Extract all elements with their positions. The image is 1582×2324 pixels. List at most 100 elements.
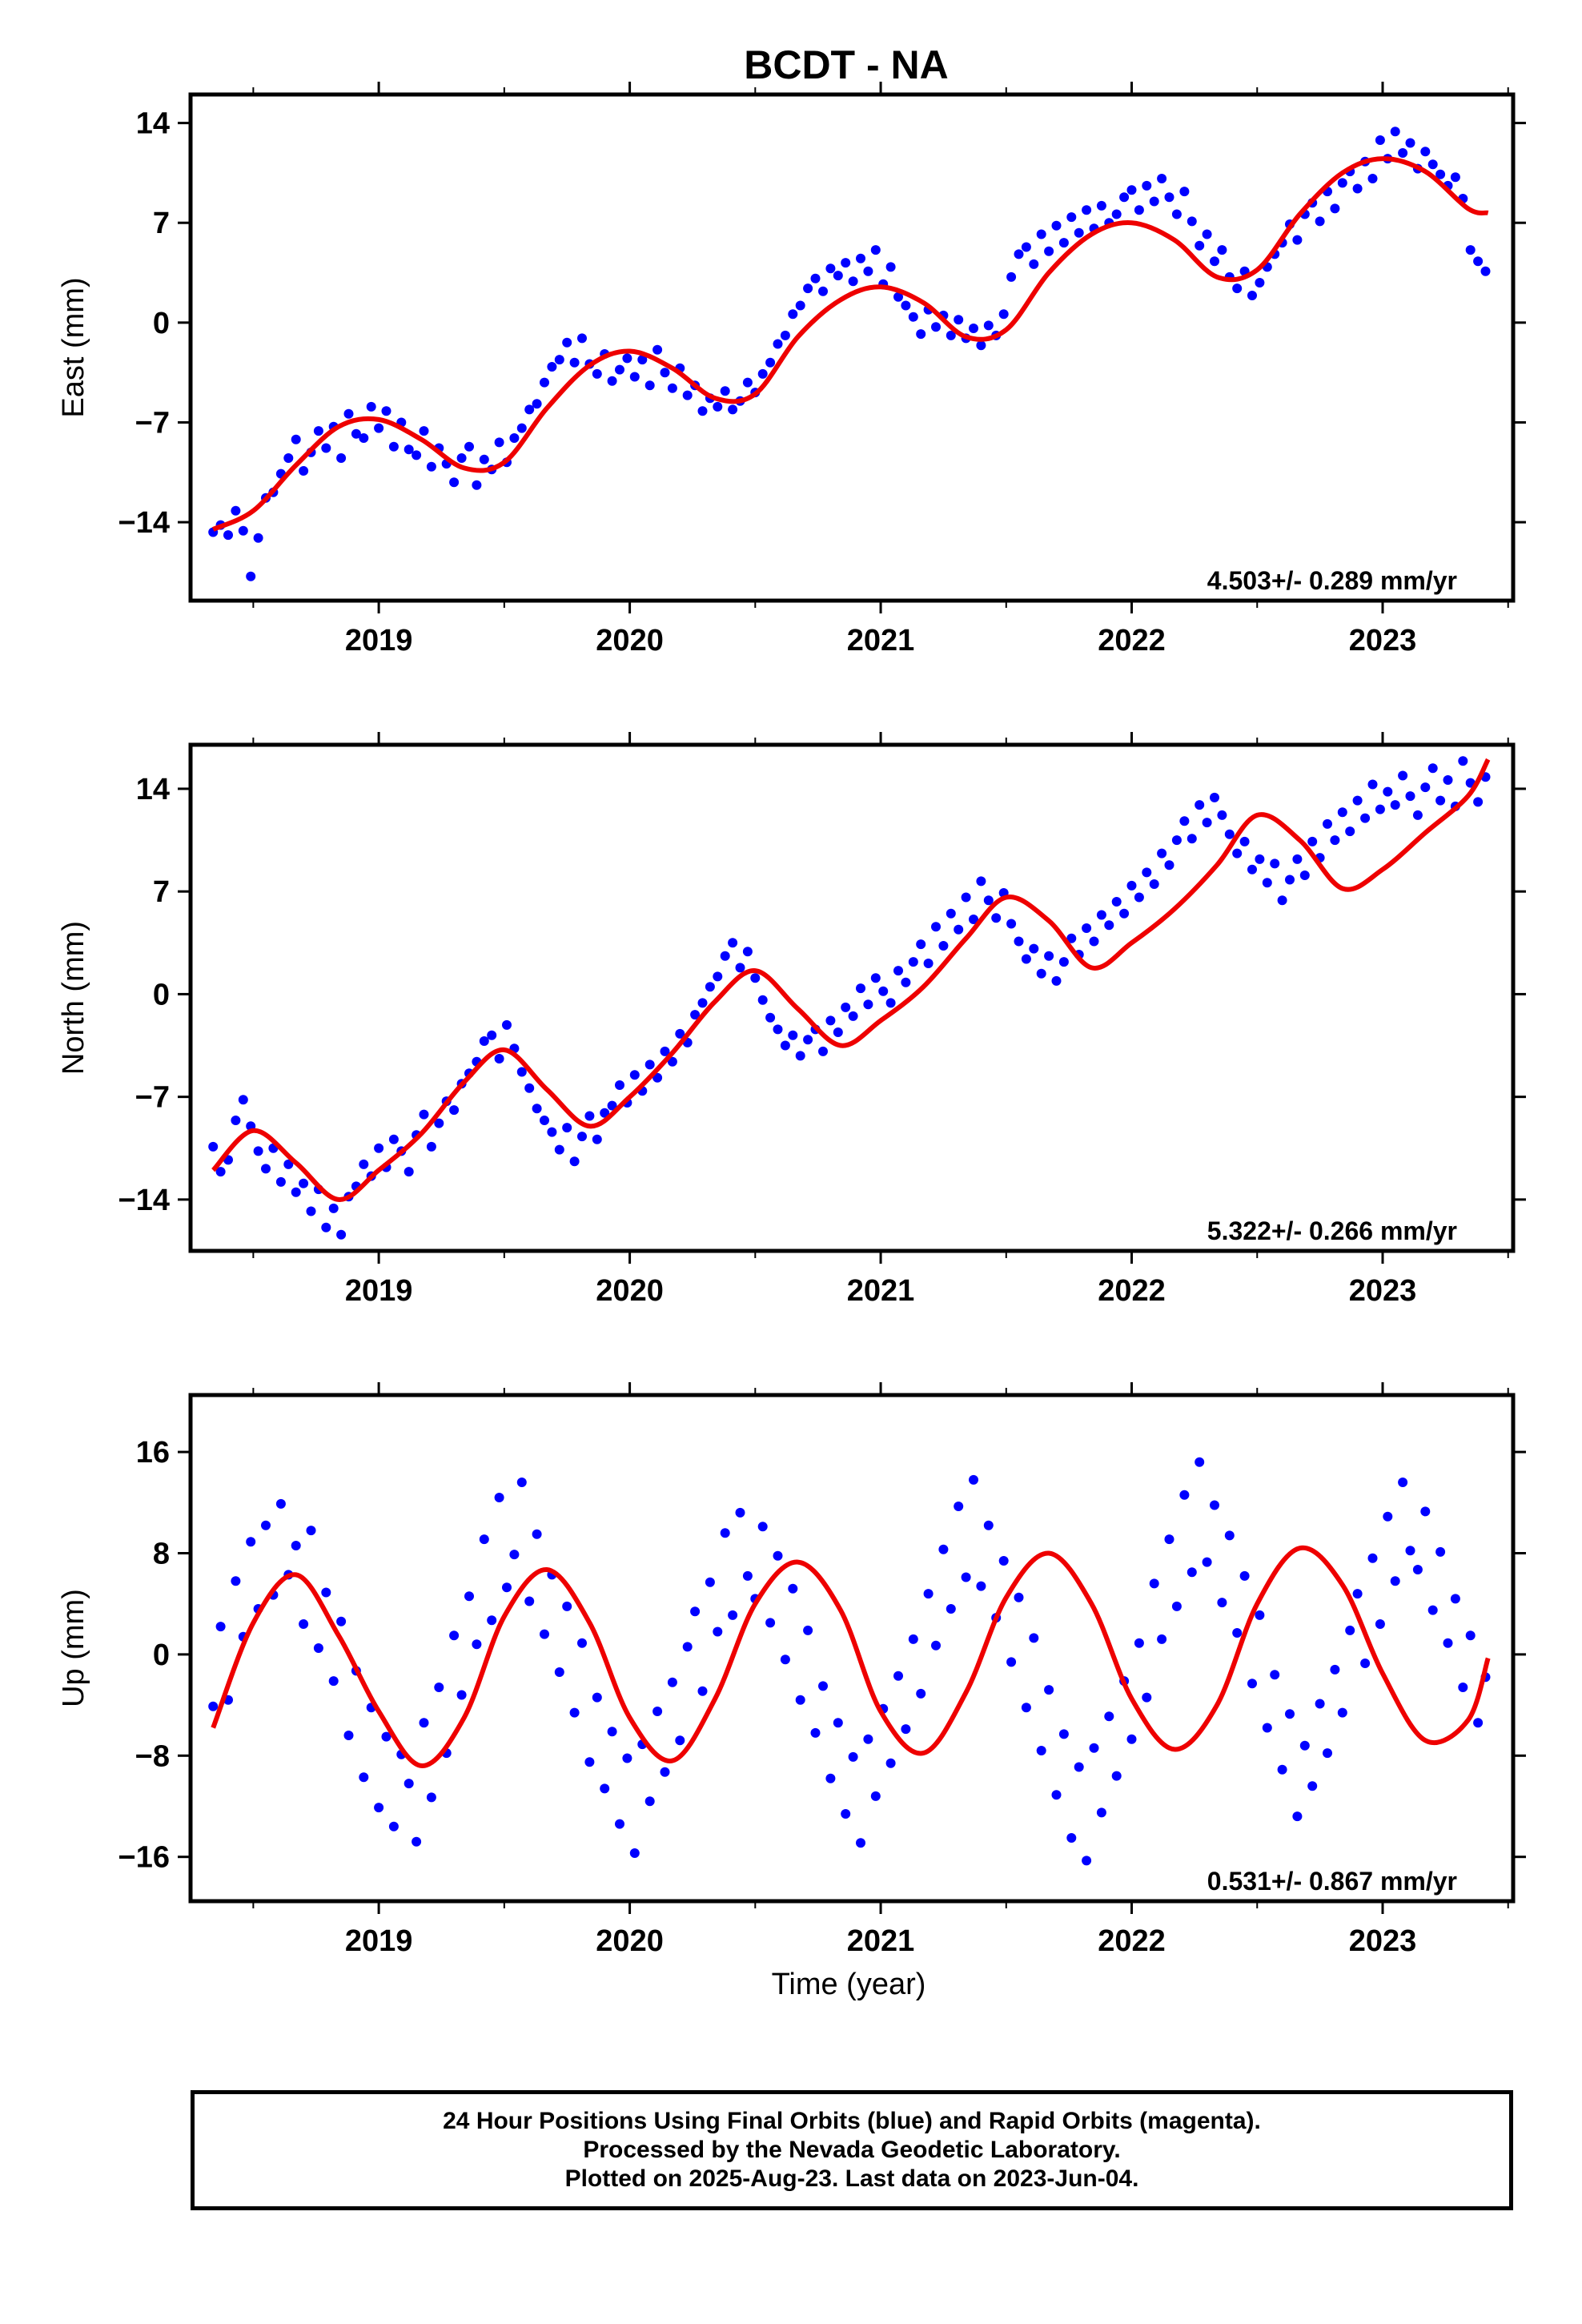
caption-line-1: 24 Hour Positions Using Final Orbits (bl…: [443, 2108, 1261, 2134]
rate-label-north: 5.322+/- 0.266 mm/yr: [1207, 1216, 1457, 1245]
y-axis-label-up: Up (mm): [57, 1589, 90, 1707]
data-point-east: [803, 283, 813, 294]
data-point-north: [208, 1141, 219, 1152]
data-point-north: [1405, 791, 1415, 802]
data-point-east: [954, 315, 964, 325]
data-point-up: [426, 1792, 436, 1803]
data-point-north: [547, 1127, 557, 1137]
x-tick-label: 2021: [847, 624, 915, 657]
data-point-north: [238, 1095, 248, 1105]
data-point-north: [1014, 936, 1024, 947]
data-point-north: [540, 1116, 549, 1125]
data-point-north: [1179, 816, 1190, 826]
data-point-north: [1195, 800, 1205, 810]
data-point-up: [306, 1526, 316, 1536]
data-point-up: [803, 1625, 813, 1635]
data-point-east: [1330, 203, 1340, 214]
data-point-north: [1217, 810, 1227, 820]
data-point-east: [1066, 212, 1077, 223]
data-point-up: [1157, 1634, 1167, 1644]
data-point-east: [1096, 200, 1106, 211]
model-fit-line-east: [211, 156, 1489, 532]
data-point-east: [1390, 127, 1400, 137]
data-point-east: [757, 368, 768, 379]
data-point-up: [1270, 1670, 1280, 1680]
data-point-east: [885, 262, 896, 272]
panel-east: East (mm) 2019 2020 2021 2022 2023−14−70714 …: [57, 82, 1526, 657]
data-point-up: [1352, 1589, 1363, 1599]
data-point-up: [615, 1819, 624, 1829]
data-point-east: [404, 444, 414, 455]
data-point-east: [1111, 209, 1122, 219]
data-point-east: [381, 406, 391, 416]
data-point-up: [1058, 1729, 1069, 1739]
data-point-north: [291, 1187, 301, 1197]
data-point-up: [780, 1655, 790, 1665]
data-point-north: [1383, 786, 1393, 797]
data-point-north: [1323, 818, 1332, 829]
data-point-up: [983, 1520, 994, 1530]
data-point-up: [1360, 1659, 1371, 1668]
x-axis-label: Time (year): [772, 1968, 926, 2001]
plot-area-up: [208, 1457, 1491, 1866]
data-point-east: [479, 454, 489, 464]
data-point-north: [1435, 795, 1446, 806]
data-point-east: [1195, 240, 1205, 251]
data-point-up: [487, 1615, 497, 1626]
data-point-up: [464, 1591, 474, 1602]
frame-north: [188, 742, 1516, 1253]
data-point-up: [818, 1681, 828, 1691]
data-point-up: [848, 1751, 858, 1762]
data-point-up: [1051, 1790, 1062, 1800]
data-point-north: [976, 876, 986, 887]
data-point-up: [629, 1848, 640, 1858]
data-point-north: [1420, 782, 1431, 793]
data-point-up: [246, 1537, 256, 1547]
data-point-north: [1473, 797, 1484, 807]
data-point-up: [998, 1556, 1009, 1566]
data-point-up: [584, 1757, 595, 1767]
data-point-north: [923, 959, 934, 968]
data-point-north: [931, 922, 941, 932]
data-point-up: [1082, 1856, 1092, 1866]
data-point-north: [1082, 923, 1092, 933]
x-tick-label: 2023: [1349, 1924, 1417, 1958]
x-tick-label: 2022: [1098, 1924, 1166, 1958]
data-point-east: [818, 286, 828, 296]
data-point-up: [1096, 1807, 1106, 1818]
x-tick-label: 2023: [1349, 1274, 1417, 1308]
data-point-north: [321, 1222, 331, 1232]
data-point-north: [728, 938, 738, 948]
data-point-up: [502, 1582, 512, 1593]
x-tick-label: 2022: [1098, 624, 1166, 657]
data-point-up: [479, 1534, 489, 1545]
data-point-up: [1420, 1506, 1431, 1517]
data-point-up: [1458, 1683, 1468, 1692]
data-point-north: [1134, 892, 1144, 903]
data-point-north: [1202, 818, 1212, 828]
data-point-up: [1171, 1601, 1182, 1611]
data-point-up: [682, 1642, 693, 1652]
data-point-up: [1412, 1565, 1423, 1574]
data-point-north: [1443, 775, 1453, 785]
data-point-east: [1006, 271, 1017, 282]
data-point-north: [419, 1109, 429, 1120]
data-point-east: [728, 404, 738, 415]
data-point-up: [961, 1572, 971, 1582]
data-point-up: [1186, 1567, 1197, 1578]
data-point-east: [1014, 249, 1024, 259]
data-point-up: [299, 1619, 309, 1629]
data-point-up: [381, 1731, 391, 1742]
data-point-north: [1277, 895, 1287, 906]
data-point-north: [660, 1046, 670, 1056]
y-tick-label: −7: [135, 406, 170, 440]
data-point-north: [675, 1028, 685, 1039]
data-point-up: [328, 1676, 339, 1687]
data-point-east: [1337, 178, 1347, 188]
data-point-up: [675, 1735, 685, 1746]
data-point-north: [532, 1104, 542, 1114]
y-tick-label: 14: [136, 773, 170, 806]
y-tick-label: 7: [153, 207, 170, 240]
data-point-north: [253, 1146, 263, 1156]
data-point-north: [825, 1015, 836, 1026]
